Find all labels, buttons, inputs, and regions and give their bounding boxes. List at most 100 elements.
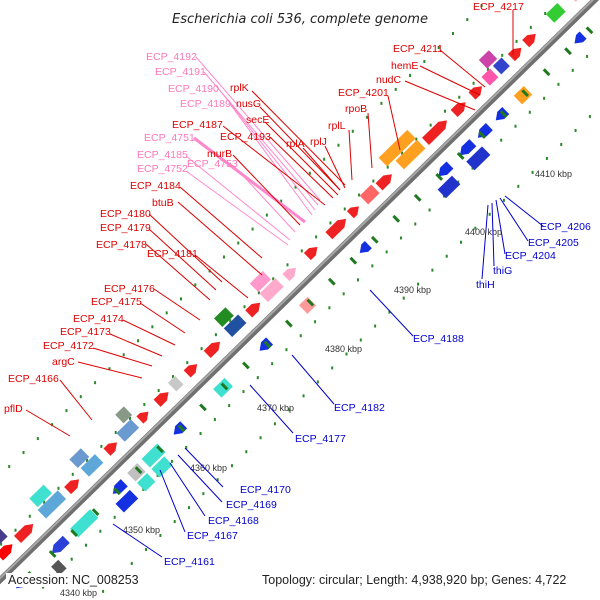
kbp-tick <box>48 550 57 558</box>
gene-label-group: ECP_4189 <box>180 98 313 216</box>
ruler-dot <box>273 422 276 426</box>
ruler-dot <box>200 347 203 351</box>
reverse-gene-block <box>513 86 533 105</box>
gene-label: ECP_4192 <box>146 51 197 63</box>
gene-label-group: ECP_4167 <box>159 469 238 542</box>
forward-gene-block <box>213 307 234 327</box>
kbp-tick <box>285 319 293 328</box>
gene-label: ECP_4206 <box>540 221 591 233</box>
ruler-dot <box>501 53 504 57</box>
ruler-dot <box>517 184 520 188</box>
forward-gene-block <box>481 68 499 86</box>
gene-label: ECP_4166 <box>8 373 59 385</box>
ruler-dot <box>99 529 102 533</box>
gene-label: ECP_4205 <box>528 237 579 249</box>
ruler-dot <box>471 166 474 170</box>
gene-label: btuB <box>152 197 174 209</box>
ruler-dot <box>431 268 434 272</box>
ruler-dot <box>571 68 574 72</box>
gene-label-group: ECP_4187 <box>172 119 326 206</box>
ruler-dot <box>531 170 534 174</box>
gene-label-group: argC <box>52 356 143 379</box>
ruler-dot <box>36 437 39 441</box>
kbp-label: 4360 kbp <box>190 463 227 473</box>
forward-gene-arrow <box>183 364 198 378</box>
gene-label: ECP_4751 <box>144 132 195 144</box>
kbp-tick <box>306 298 315 307</box>
forward-gene-arrow <box>346 206 359 219</box>
gene-label: rplA <box>286 138 305 150</box>
gene-label: ECP_4188 <box>413 333 464 345</box>
gene-label-group: ECP_4179 <box>100 222 217 291</box>
gene-label-group: ECP_4168 <box>169 462 259 527</box>
gene-label: ECP_4201 <box>338 87 389 99</box>
gene-label-group: rplL <box>328 120 353 181</box>
ruler-dot <box>129 416 132 420</box>
forward-gene-block <box>167 375 184 392</box>
ruler-dot <box>0 542 3 546</box>
forward-gene-block <box>223 314 247 337</box>
gene-label-group: ECP_4201 <box>338 87 401 151</box>
gene-label: hemE <box>391 60 418 72</box>
reverse-gene-labels: ECP_4206 ECP_4205 ECP_4204 thiG thiH ECP… <box>112 195 591 568</box>
forward-gene-block <box>378 129 416 167</box>
ruler-dot <box>399 236 402 240</box>
gene-label: ECP_4168 <box>208 515 259 527</box>
forward-gene-block <box>259 278 284 303</box>
ruler-dot <box>486 67 489 71</box>
kbp-tick <box>242 361 250 370</box>
ruler-dot <box>315 235 318 239</box>
gene-label: thiH <box>476 279 495 291</box>
forward-gene-arrow <box>153 392 169 407</box>
ruler-dot <box>65 409 68 413</box>
gene-label: rplK <box>230 82 249 94</box>
ruler-dot <box>359 338 362 342</box>
kbp-tick <box>327 277 336 286</box>
gene-label: ECP_4180 <box>100 208 151 220</box>
forward-gene-arrow <box>375 174 392 191</box>
gene-label: ECP_4752 <box>137 163 188 175</box>
ruler-dot <box>85 543 88 547</box>
kbp-tick <box>499 110 508 118</box>
forward-features <box>0 0 578 561</box>
gene-label: argC <box>52 356 75 368</box>
ruler-dot <box>173 520 176 524</box>
ruler-dot <box>529 25 532 29</box>
ruler-dot <box>386 165 389 169</box>
gene-label-group: ECP_4161 <box>112 523 215 568</box>
ruler-dot <box>130 561 133 565</box>
accession-text: Accession: NC_008253 <box>6 573 141 587</box>
forward-gene-block <box>395 139 426 170</box>
ruler-dot <box>331 366 334 370</box>
forward-gene-arrow <box>103 442 117 456</box>
gene-label: ECP_4753 <box>187 158 238 170</box>
ruler-dot <box>417 282 420 286</box>
kbp-tick <box>456 152 465 160</box>
gene-label-group: ECP_4185 <box>137 149 291 241</box>
gene-label-group: ECP_4205 <box>499 197 579 249</box>
reverse-gene-block <box>466 146 491 171</box>
gene-label: ECP_4189 <box>180 98 231 110</box>
ruler-dot <box>366 115 369 119</box>
ruler-dot <box>242 390 245 394</box>
kbp-label: 4350 kbp <box>123 525 160 535</box>
ruler-dot <box>202 492 205 496</box>
ruler-dot <box>358 193 361 197</box>
gene-label-group: ECP_4169 <box>177 454 277 511</box>
ruler-dot <box>57 486 60 490</box>
gene-label: ECP_4167 <box>187 530 238 542</box>
forward-gene-arrow <box>325 218 347 240</box>
gene-label-group: nusG <box>236 98 341 191</box>
gene-label-group: ECP_4751 <box>144 132 306 224</box>
ruler-dot <box>442 194 445 198</box>
ruler-dot <box>100 444 103 448</box>
ruler-dot <box>94 381 97 385</box>
ruler-dot <box>371 264 374 268</box>
gene-label: ECP_4187 <box>172 119 223 131</box>
ruler-dot <box>79 395 82 399</box>
gene-label-group: thiH <box>476 204 495 291</box>
gene-label: ECP_4190 <box>168 83 219 95</box>
ruler-dot <box>343 207 346 211</box>
gene-label: ECP_4191 <box>155 66 206 78</box>
ruler-dot <box>409 73 412 77</box>
